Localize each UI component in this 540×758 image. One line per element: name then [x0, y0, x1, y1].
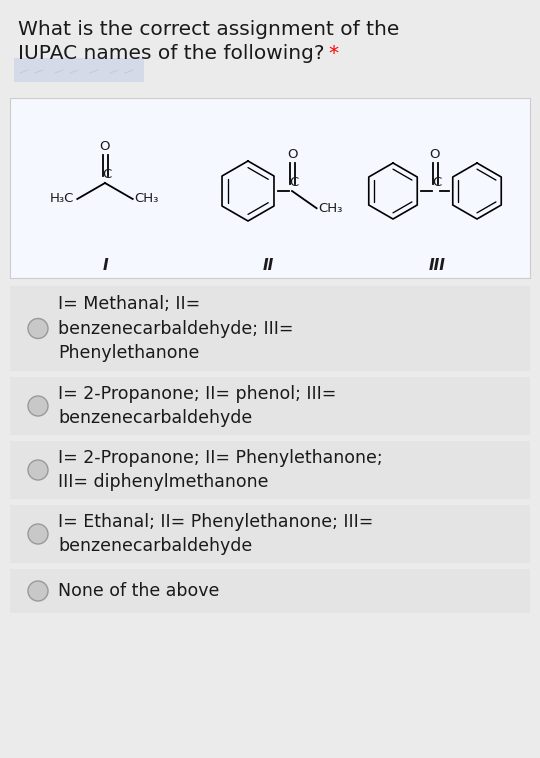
Text: What is the correct assignment of the: What is the correct assignment of the: [18, 20, 400, 39]
FancyBboxPatch shape: [10, 505, 530, 563]
Text: I= Ethanal; II= Phenylethanone; III=
benzenecarbaldehyde: I= Ethanal; II= Phenylethanone; III= ben…: [58, 513, 373, 555]
Text: C: C: [103, 168, 112, 181]
Text: I: I: [102, 258, 108, 274]
Text: I= Methanal; II=
benzenecarbaldehyde; III=
Phenylethanone: I= Methanal; II= benzenecarbaldehyde; II…: [58, 295, 294, 362]
FancyBboxPatch shape: [10, 98, 530, 278]
Text: O: O: [287, 149, 297, 161]
FancyBboxPatch shape: [14, 58, 144, 82]
Text: III: III: [429, 258, 446, 274]
Circle shape: [28, 396, 48, 416]
Text: IUPAC names of the following?: IUPAC names of the following?: [18, 44, 325, 63]
Text: C: C: [289, 176, 299, 189]
Text: O: O: [100, 140, 110, 154]
Text: H₃C: H₃C: [50, 193, 75, 205]
Text: CH₃: CH₃: [319, 202, 343, 215]
Text: *: *: [328, 44, 338, 63]
Circle shape: [28, 318, 48, 339]
FancyBboxPatch shape: [10, 569, 530, 613]
Text: C: C: [433, 176, 442, 189]
Text: CH₃: CH₃: [134, 193, 159, 205]
Text: II: II: [262, 258, 274, 274]
Circle shape: [28, 581, 48, 601]
Circle shape: [28, 460, 48, 480]
Text: O: O: [430, 149, 440, 161]
FancyBboxPatch shape: [10, 441, 530, 499]
Text: I= 2-Propanone; II= Phenylethanone;
III= diphenylmethanone: I= 2-Propanone; II= Phenylethanone; III=…: [58, 449, 383, 491]
Text: None of the above: None of the above: [58, 582, 219, 600]
FancyBboxPatch shape: [10, 286, 530, 371]
FancyBboxPatch shape: [10, 377, 530, 435]
Text: I= 2-Propanone; II= phenol; III=
benzenecarbaldehyde: I= 2-Propanone; II= phenol; III= benzene…: [58, 385, 336, 428]
Circle shape: [28, 524, 48, 544]
